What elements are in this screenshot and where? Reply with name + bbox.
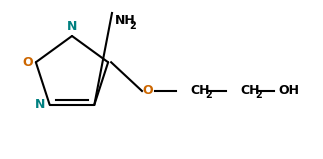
Text: CH: CH — [190, 83, 210, 97]
Text: O: O — [143, 83, 153, 97]
Text: NH: NH — [115, 14, 136, 28]
Text: CH: CH — [240, 83, 259, 97]
Text: 2: 2 — [205, 90, 212, 100]
Text: 2: 2 — [255, 90, 262, 100]
Text: N: N — [35, 98, 46, 111]
Text: 2: 2 — [129, 21, 136, 31]
Text: OH: OH — [278, 83, 299, 97]
Text: O: O — [22, 56, 33, 69]
Text: N: N — [67, 20, 77, 33]
